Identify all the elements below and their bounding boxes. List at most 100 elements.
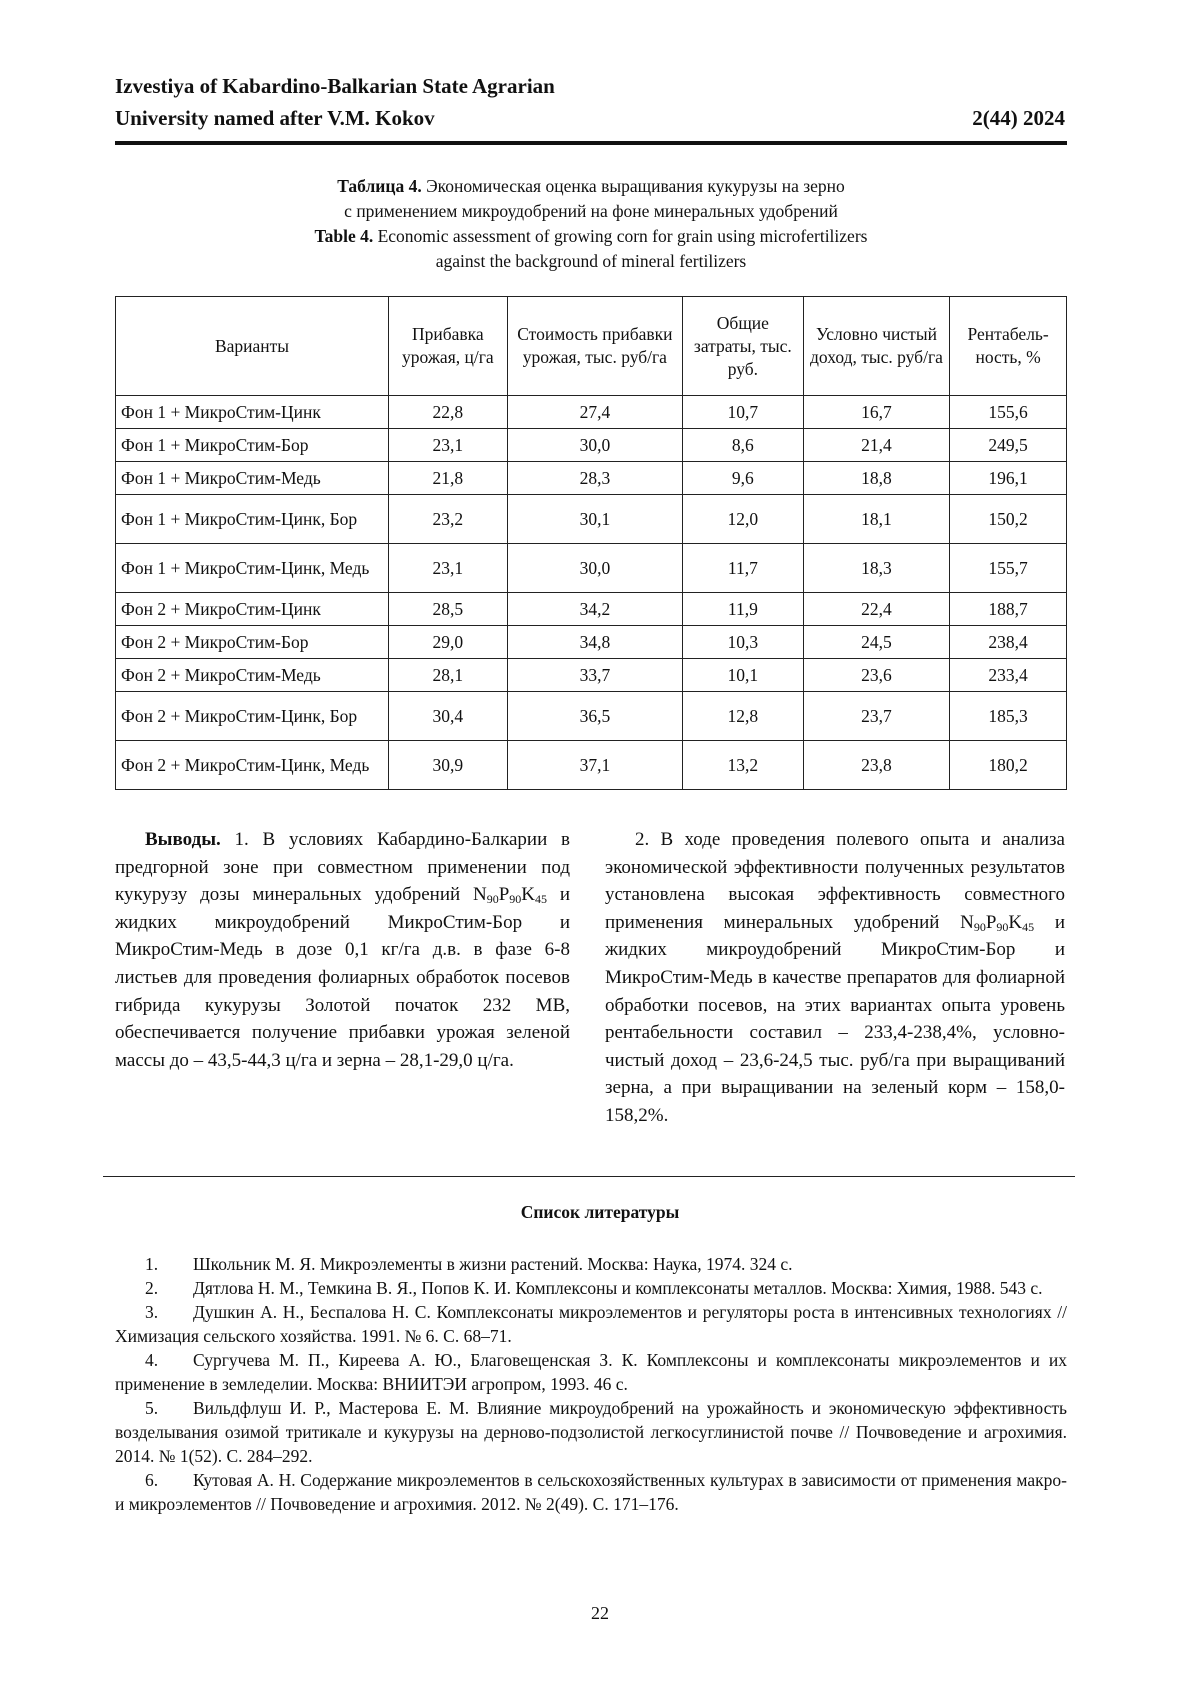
conclusions-column-right: 2. В ходе проведения полевого опыта и ан… (605, 826, 1065, 1130)
reference-text: Кутовая А. Н. Содержание микроэлементов … (115, 1470, 1067, 1514)
caption-en-line2: against the background of mineral fertil… (435, 251, 747, 271)
formula-k-sub: 45 (535, 892, 548, 907)
formula-k: K (1008, 911, 1023, 933)
table-row: Фон 2 + МикроСтим-Цинк, Медь 30,9 37,1 13,2… (115, 740, 1067, 790)
value-cell: 34,8 (506, 625, 684, 659)
conclusion-1-text: 1. В условиях Кабардино-Балкарии в предг… (115, 829, 570, 906)
issue-number: 2(44) 2024 (972, 106, 1065, 130)
value-cell: 10,1 (682, 658, 804, 692)
variant-cell: Фон 2 + МикроСтим-Медь (115, 658, 389, 692)
page-number: 22 (591, 1603, 609, 1623)
table-row: Фон 2 + МикроСтим-Бор 29,0 34,8 10,3 24,5 238… (115, 625, 1067, 659)
value-cell: 22,4 (802, 592, 951, 626)
value-cell: 18,1 (802, 494, 951, 544)
value-cell: 233,4 (949, 658, 1067, 692)
value-cell: 196,1 (949, 461, 1067, 495)
formula-p: P (985, 911, 997, 933)
value-cell: 12,0 (682, 494, 804, 544)
value-cell: 29,0 (388, 625, 508, 659)
header-divider (115, 141, 1067, 145)
conclusion-2-text-end: и жидких микроудобрений МикроСтим-Бор и … (605, 911, 1065, 1126)
reference-number: 3. (145, 1302, 159, 1322)
table-row: Фон 1 + МикроСтим-Бор 23,1 30,0 8,6 21,4 249,… (115, 428, 1067, 462)
formula-k-sub: 45 (1022, 919, 1035, 934)
reference-item: 5. Вильдфлуш И. Р., Мастерова Е. М. Влиян… (115, 1396, 1067, 1468)
economic-assessment-table: Варианты Прибавка урожая, ц/га Стоимость п… (115, 296, 1067, 790)
reference-text: Вильдфлуш И. Р., Мастерова Е. М. Влияние… (115, 1398, 1067, 1466)
value-cell: 36,5 (506, 691, 684, 741)
reference-item: 1. Школьник М. Я. Микроэлементы в жизни р… (115, 1252, 1067, 1276)
variant-cell: Фон 2 + МикроСтим-Цинк (115, 592, 389, 626)
section-divider (103, 1176, 1075, 1177)
table-caption: Таблица 4. Экономическая оценка выращива… (115, 174, 1067, 274)
value-cell: 249,5 (949, 428, 1067, 462)
conclusion-1-text-end: и жидких микроудобрений МикроСтим-Бор и … (115, 884, 571, 1071)
value-cell: 22,8 (388, 395, 508, 429)
value-cell: 34,2 (506, 592, 684, 626)
variant-cell: Фон 1 + МикроСтим-Бор (115, 428, 389, 462)
value-cell: 30,1 (506, 494, 684, 544)
variant-cell: Фон 1 + МикроСтим-Цинк, Бор (115, 494, 389, 544)
formula-n: N (472, 884, 487, 906)
value-cell: 155,7 (949, 543, 1067, 593)
value-cell: 23,7 (802, 691, 951, 741)
value-cell: 28,3 (506, 461, 684, 495)
column-header: Рентабель-ность, % (949, 296, 1067, 396)
formula: N90P90K45 (960, 912, 1034, 933)
conclusions-label: Выводы. (145, 829, 221, 850)
journal-title-line2: University named after V.M. Kokov (115, 106, 435, 130)
value-cell: 28,5 (388, 592, 508, 626)
value-cell: 28,1 (388, 658, 508, 692)
value-cell: 30,4 (388, 691, 508, 741)
value-cell: 23,8 (802, 740, 951, 790)
variant-cell: Фон 2 + МикроСтим-Бор (115, 625, 389, 659)
column-header: Прибавка урожая, ц/га (388, 296, 508, 396)
value-cell: 27,4 (506, 395, 684, 429)
value-cell: 13,2 (682, 740, 804, 790)
column-header: Стоимость прибавки урожая, тыс. руб/га (506, 296, 684, 396)
formula-p-sub: 90 (996, 919, 1009, 934)
value-cell: 33,7 (506, 658, 684, 692)
value-cell: 23,1 (388, 543, 508, 593)
value-cell: 23,2 (388, 494, 508, 544)
reference-item: 3. Душкин А. Н., Беспалова Н. С. Комплекс… (115, 1300, 1067, 1348)
reference-text: Душкин А. Н., Беспалова Н. С. Комплексон… (115, 1302, 1067, 1346)
variant-cell: Фон 1 + МикроСтим-Цинк (115, 395, 389, 429)
column-header: Условно чистый доход, тыс. руб/га (802, 296, 951, 396)
reference-number: 5. (145, 1398, 159, 1418)
variant-cell: Фон 2 + МикроСтим-Цинк, Медь (115, 740, 389, 790)
journal-header: University named after V.M. Kokov 2(44) … (115, 106, 1065, 131)
value-cell: 16,7 (802, 395, 951, 429)
value-cell: 9,6 (682, 461, 804, 495)
caption-en-line1: Economic assessment of growing corn for … (373, 226, 868, 246)
table-row: Фон 2 + МикроСтим-Цинк, Бор 30,4 36,5 12,8 2… (115, 691, 1067, 741)
table-row: Фон 2 + МикроСтим-Цинк 28,5 34,2 11,9 22,4 18… (115, 592, 1067, 626)
value-cell: 23,1 (388, 428, 508, 462)
caption-ru-label: Таблица 4. (337, 176, 422, 196)
formula-n: N (960, 911, 974, 933)
reference-item: 2. Дятлова Н. М., Темкина В. Я., Попов К.… (115, 1276, 1067, 1300)
formula-p: P (498, 884, 510, 906)
references-list: 1. Школьник М. Я. Микроэлементы в жизни р… (115, 1252, 1067, 1516)
conclusion-2-text: 2. В ходе проведения полевого опыта и ан… (605, 829, 1065, 933)
variant-cell: Фон 2 + МикроСтим-Цинк, Бор (115, 691, 389, 741)
value-cell: 23,6 (802, 658, 951, 692)
column-header: Общие затраты, тыс. руб. (682, 296, 804, 396)
value-cell: 10,7 (682, 395, 804, 429)
caption-en-label: Table 4. (314, 226, 374, 246)
variant-cell: Фон 1 + МикроСтим-Цинк, Медь (115, 543, 389, 593)
value-cell: 30,9 (388, 740, 508, 790)
reference-number: 6. (145, 1470, 159, 1490)
value-cell: 11,7 (682, 543, 804, 593)
reference-number: 1. (145, 1254, 159, 1274)
table-row: Фон 1 + МикроСтим-Медь 21,8 28,3 9,6 18,8 196… (115, 461, 1067, 495)
table-row: Фон 1 + МикроСтим-Цинк, Медь 23,1 30,0 11,7… (115, 543, 1067, 593)
table-row: Фон 1 + МикроСтим-Цинк 22,8 27,4 10,7 16,7 15… (115, 395, 1067, 429)
reference-text: Дятлова Н. М., Темкина В. Я., Попов К. И… (193, 1278, 1043, 1298)
reference-number: 2. (145, 1278, 159, 1298)
value-cell: 12,8 (682, 691, 804, 741)
caption-ru-line2: с применением микроудобрений на фоне мин… (344, 201, 838, 221)
value-cell: 37,1 (506, 740, 684, 790)
formula-p-sub: 90 (509, 892, 522, 907)
value-cell: 11,9 (682, 592, 804, 626)
